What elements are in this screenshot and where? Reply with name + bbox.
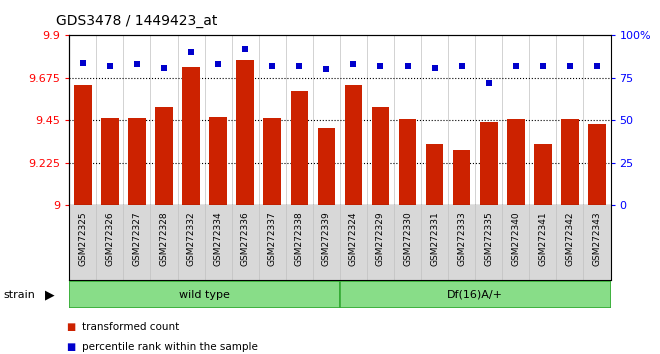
Point xyxy=(429,65,440,70)
Text: Df(16)A/+: Df(16)A/+ xyxy=(447,290,503,300)
Text: GSM272339: GSM272339 xyxy=(322,211,331,266)
Bar xyxy=(534,144,552,205)
Text: GSM272333: GSM272333 xyxy=(457,211,466,266)
Text: ■: ■ xyxy=(66,342,75,352)
Bar xyxy=(399,119,416,205)
Text: transformed count: transformed count xyxy=(82,322,180,332)
Text: GSM272330: GSM272330 xyxy=(403,211,412,266)
Bar xyxy=(155,107,173,205)
Text: GSM272334: GSM272334 xyxy=(214,211,222,266)
Point xyxy=(375,63,385,69)
Bar xyxy=(290,91,308,205)
Point xyxy=(321,67,331,72)
Point xyxy=(511,63,521,69)
Point xyxy=(348,62,359,67)
Text: GSM272328: GSM272328 xyxy=(160,211,168,266)
Bar xyxy=(426,144,444,205)
Bar xyxy=(101,119,119,205)
Text: GSM272329: GSM272329 xyxy=(376,211,385,266)
Text: GSM272325: GSM272325 xyxy=(79,211,87,266)
Bar xyxy=(209,116,227,205)
Bar xyxy=(453,150,471,205)
Text: wild type: wild type xyxy=(179,290,230,300)
Text: GSM272337: GSM272337 xyxy=(268,211,277,266)
Bar xyxy=(74,85,92,205)
Bar xyxy=(236,60,254,205)
Bar xyxy=(263,119,281,205)
Text: GSM272338: GSM272338 xyxy=(295,211,304,266)
Text: GSM272327: GSM272327 xyxy=(133,211,141,266)
Text: GSM272336: GSM272336 xyxy=(241,211,249,266)
Text: GDS3478 / 1449423_at: GDS3478 / 1449423_at xyxy=(56,14,218,28)
Bar xyxy=(128,118,146,205)
Point xyxy=(537,63,548,69)
Bar xyxy=(480,122,498,205)
Text: GSM272331: GSM272331 xyxy=(430,211,439,266)
Point xyxy=(104,63,116,69)
Point xyxy=(158,65,169,70)
Bar xyxy=(340,281,610,308)
Point xyxy=(565,63,576,69)
Point xyxy=(457,63,467,69)
Point xyxy=(240,46,251,52)
Point xyxy=(294,63,305,69)
Bar xyxy=(69,281,340,308)
Point xyxy=(592,63,603,69)
Text: GSM272341: GSM272341 xyxy=(539,211,547,266)
Bar xyxy=(317,128,335,205)
Bar xyxy=(345,85,362,205)
Text: GSM272343: GSM272343 xyxy=(593,211,601,266)
Point xyxy=(213,62,223,67)
Point xyxy=(186,50,197,55)
Text: ■: ■ xyxy=(66,322,75,332)
Bar xyxy=(182,68,200,205)
Bar xyxy=(561,119,579,205)
Point xyxy=(403,63,413,69)
Point xyxy=(483,80,494,86)
Text: GSM272342: GSM272342 xyxy=(566,211,574,266)
Text: GSM272324: GSM272324 xyxy=(349,211,358,266)
Bar xyxy=(588,124,606,205)
Text: GSM272326: GSM272326 xyxy=(106,211,114,266)
Text: GSM272332: GSM272332 xyxy=(187,211,195,266)
Point xyxy=(131,62,143,67)
Text: percentile rank within the sample: percentile rank within the sample xyxy=(82,342,258,352)
Point xyxy=(267,63,277,69)
Bar xyxy=(372,107,389,205)
Text: GSM272340: GSM272340 xyxy=(512,211,520,266)
Point xyxy=(78,60,88,65)
Text: ▶: ▶ xyxy=(45,288,55,301)
Bar xyxy=(507,119,525,205)
Text: GSM272335: GSM272335 xyxy=(484,211,493,266)
Text: strain: strain xyxy=(3,290,35,300)
